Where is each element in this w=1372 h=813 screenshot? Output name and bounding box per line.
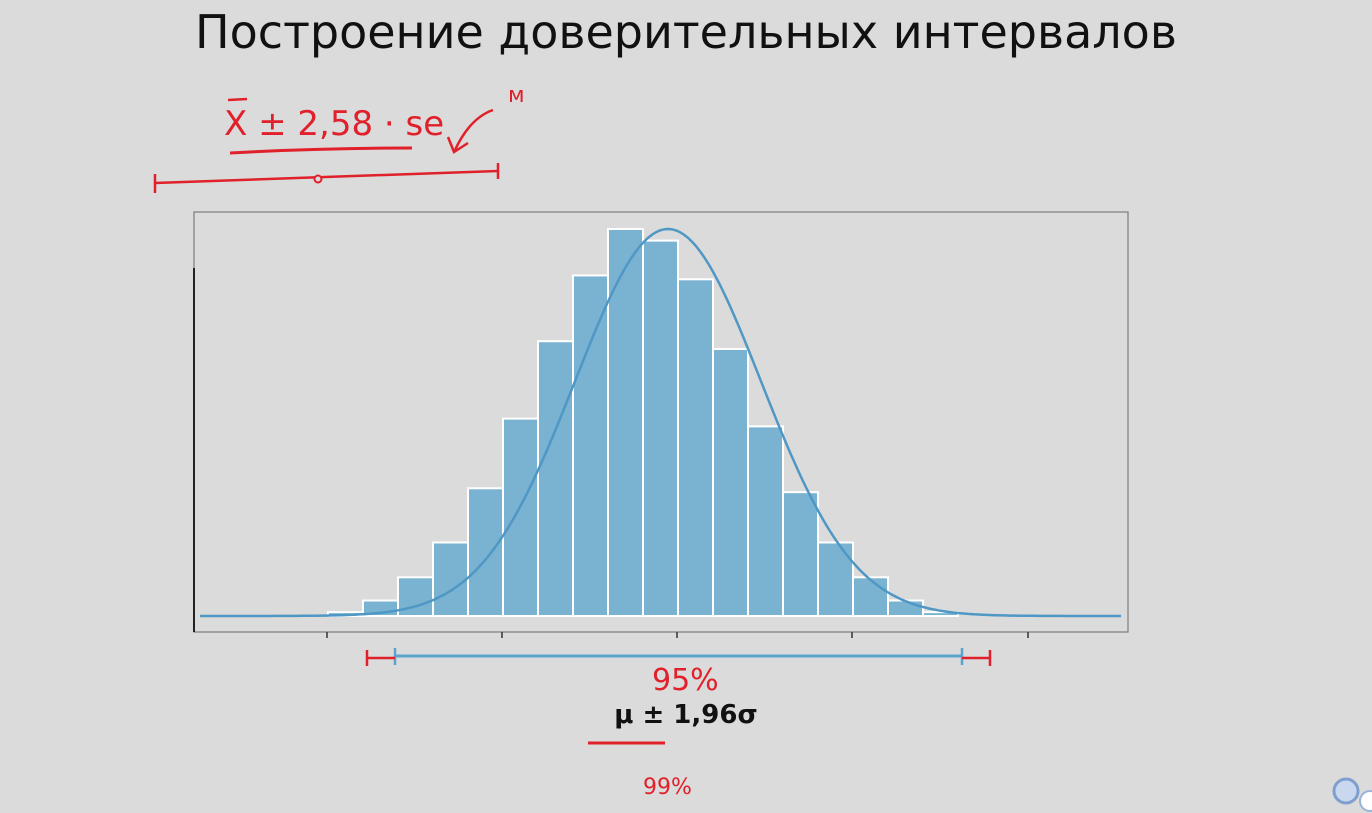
histogram-bar [817,541,854,617]
histogram-bar [677,278,714,617]
histogram-bar [432,541,469,617]
histogram-bar [572,274,609,617]
histogram-bar [712,347,749,617]
histogram-bar [502,417,539,617]
top-mark-text: м [508,83,525,108]
x-axis [326,632,1029,638]
histogram-bar [747,425,784,617]
formula-underline [229,146,413,155]
top-interval-line [154,169,499,185]
corner-bubble-icon [1332,777,1372,812]
histogram-bar [852,576,889,617]
histogram-bar [537,340,574,617]
mu-sigma-formula: μ ± 1,96σ [614,700,758,730]
histogram-bars [327,228,959,618]
red-arrow-icon [453,108,494,151]
xbar-overline [227,97,248,102]
histogram-bar [887,599,924,618]
histogram-bar [467,487,504,618]
histogram-bar [642,239,679,618]
histogram-bar [782,491,819,617]
slide-title: Построение доверительных интервалов [195,5,1177,59]
interval-95 [393,648,964,665]
top-annotation: X ± 2,58 · se м [153,83,525,193]
label-99: 99% [643,775,692,800]
histogram-bar [607,228,644,617]
label-95: 95% [652,663,719,698]
top-formula-text: X ± 2,58 · se [224,104,444,144]
interval-99 [365,650,992,666]
normal-density-curve [200,227,1121,618]
